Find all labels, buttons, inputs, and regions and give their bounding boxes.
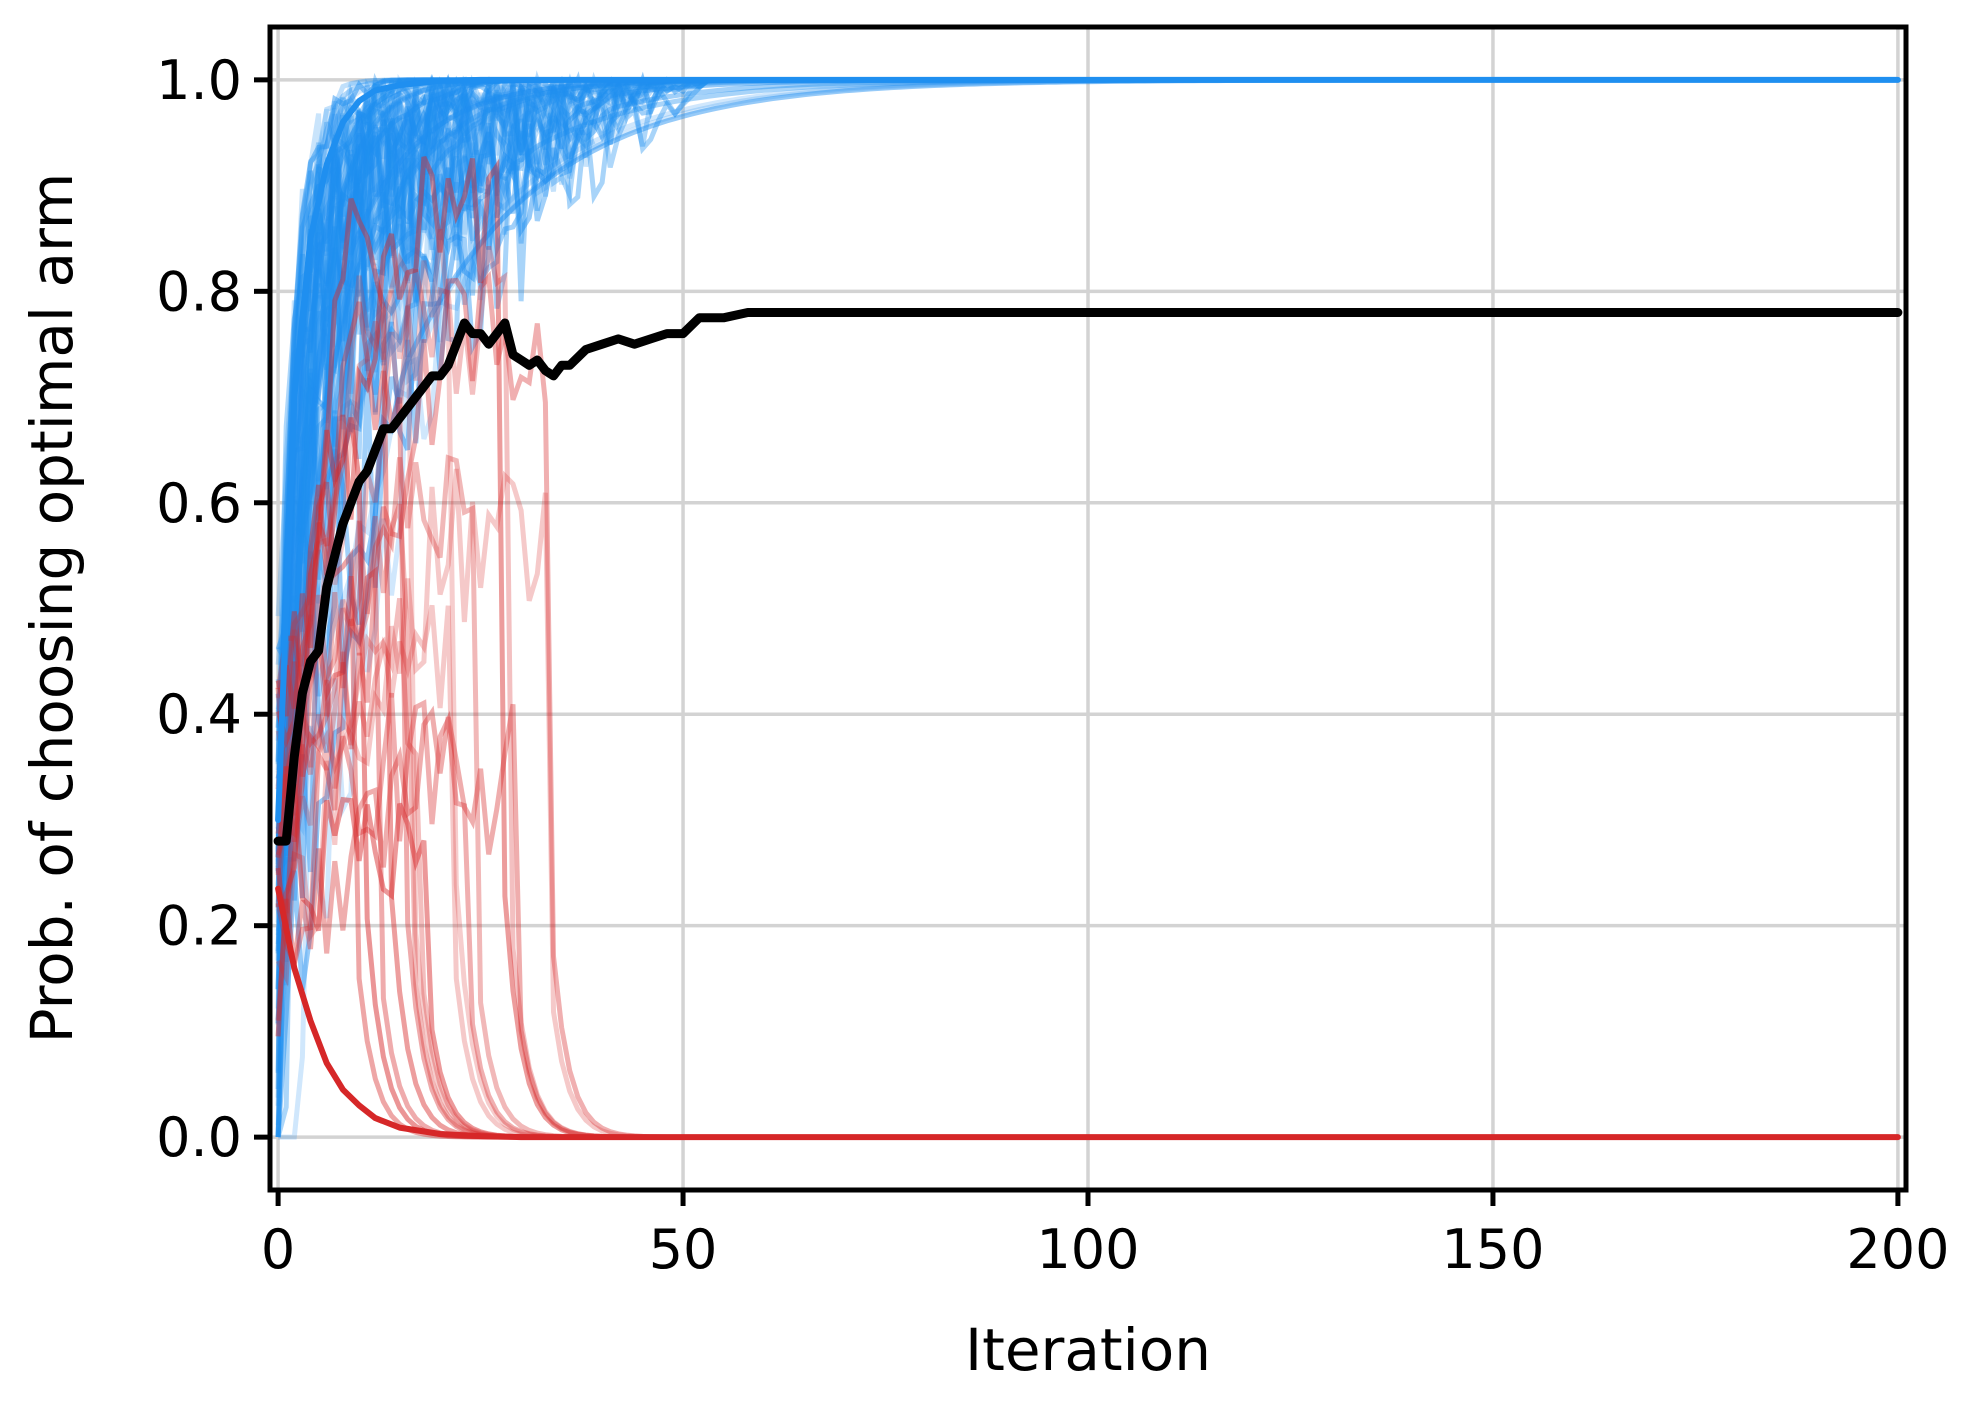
y-tick-label: 0.4	[156, 683, 242, 746]
series-line-upper-envelope	[275, 76, 1901, 823]
y-tick-label: 1.0	[156, 49, 242, 112]
y-tick-label: 0.6	[156, 472, 242, 535]
y-axis-ticks: 0.0 0.2 0.4 0.6 0.8 1.0	[156, 49, 270, 1169]
x-tick-label: 50	[649, 1218, 718, 1281]
series-line-mean	[273, 308, 1903, 846]
series-lines	[273, 76, 1903, 1141]
x-axis-ticks: 0 50 100 150 200	[261, 1190, 1949, 1281]
x-axis-label: Iteration	[965, 1316, 1211, 1384]
x-tick-label: 0	[261, 1218, 295, 1281]
x-tick-label: 100	[1036, 1218, 1139, 1281]
series-line-lower-envelope	[275, 885, 1901, 1141]
y-tick-label: 0.8	[156, 260, 242, 323]
y-axis-label: Prob. of choosing optimal arm	[18, 173, 86, 1044]
x-tick-label: 200	[1846, 1218, 1949, 1281]
x-tick-label: 150	[1441, 1218, 1544, 1281]
y-tick-label: 0.0	[156, 1106, 242, 1169]
y-tick-label: 0.2	[156, 895, 242, 958]
